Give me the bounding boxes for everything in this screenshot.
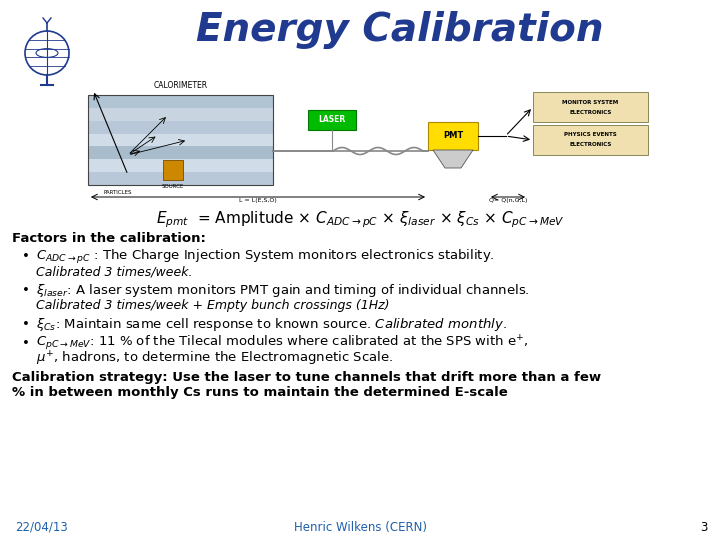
Bar (428, 122, 478, 150)
Text: Calibration strategy: Use the laser to tune channels that drift more than a few: Calibration strategy: Use the laser to t… (12, 370, 601, 383)
Text: $\xi_{Cs}$: Maintain same cell response to known source. $\it{Calibrated\ monthl: $\xi_{Cs}$: Maintain same cell response … (36, 316, 507, 333)
Text: •: • (22, 336, 30, 349)
Text: Calibrated 3 times/week.: Calibrated 3 times/week. (36, 266, 192, 279)
Text: CALORIMETER: CALORIMETER (153, 81, 207, 90)
Text: PARTICLES: PARTICLES (104, 190, 132, 195)
Bar (533, 125, 648, 155)
Bar (163, 160, 183, 180)
Text: •: • (22, 284, 30, 297)
Text: $\xi_{laser}$: A laser system monitors PMT gain and timing of individual channel: $\xi_{laser}$: A laser system monitors P… (36, 282, 530, 299)
Text: 22/04/13: 22/04/13 (15, 521, 68, 534)
Bar (88, 95, 273, 108)
Bar (88, 108, 273, 121)
Text: $C_{pC\rightarrow MeV}$: 11 % of the Tilecal modules where calibrated at the SPS: $C_{pC\rightarrow MeV}$: 11 % of the Til… (36, 333, 528, 353)
Text: PMT: PMT (443, 132, 463, 140)
Text: L = L(E,S,O): L = L(E,S,O) (239, 198, 277, 203)
Bar (88, 146, 273, 159)
Text: LASER: LASER (318, 116, 346, 125)
Text: ELECTRONICS: ELECTRONICS (570, 110, 612, 114)
Bar (88, 133, 273, 146)
Bar (88, 121, 273, 133)
Text: Henric Wilkens (CERN): Henric Wilkens (CERN) (294, 521, 426, 534)
Text: Factors in the calibration:: Factors in the calibration: (12, 232, 206, 245)
Bar (88, 172, 273, 185)
Text: PHYSICS EVENTS: PHYSICS EVENTS (564, 132, 617, 138)
Text: $C_{ADC\rightarrow pC}$ : The Charge Injection System monitors electronics stabi: $C_{ADC\rightarrow pC}$ : The Charge Inj… (36, 247, 495, 266)
Polygon shape (433, 150, 473, 168)
Bar (533, 92, 648, 122)
Bar (308, 110, 356, 130)
Text: $\mu^{+}$, hadrons, to determine the Electromagnetic Scale.: $\mu^{+}$, hadrons, to determine the Ele… (36, 349, 393, 368)
Text: 3: 3 (701, 521, 708, 534)
Text: Q= Q(n,G,L): Q= Q(n,G,L) (489, 198, 527, 203)
Text: •: • (22, 318, 30, 331)
Bar (88, 159, 273, 172)
Text: Energy Calibration: Energy Calibration (197, 11, 604, 49)
Text: % in between monthly Cs runs to maintain the determined E-scale: % in between monthly Cs runs to maintain… (12, 386, 508, 399)
Bar (88, 95, 273, 185)
Text: MONITOR SYSTEM: MONITOR SYSTEM (562, 99, 618, 105)
Text: Calibrated 3 times/week + Empty bunch crossings (1Hz): Calibrated 3 times/week + Empty bunch cr… (36, 300, 390, 313)
Text: ELECTRONICS: ELECTRONICS (570, 143, 612, 147)
Text: SOURCE: SOURCE (162, 184, 184, 189)
Text: $E_{pmt}$  = Amplitude × $C_{ADC\rightarrow pC}$ × $\xi_{laser}$ × $\xi_{Cs}$ × : $E_{pmt}$ = Amplitude × $C_{ADC\rightarr… (156, 210, 564, 230)
Text: •: • (22, 250, 30, 263)
